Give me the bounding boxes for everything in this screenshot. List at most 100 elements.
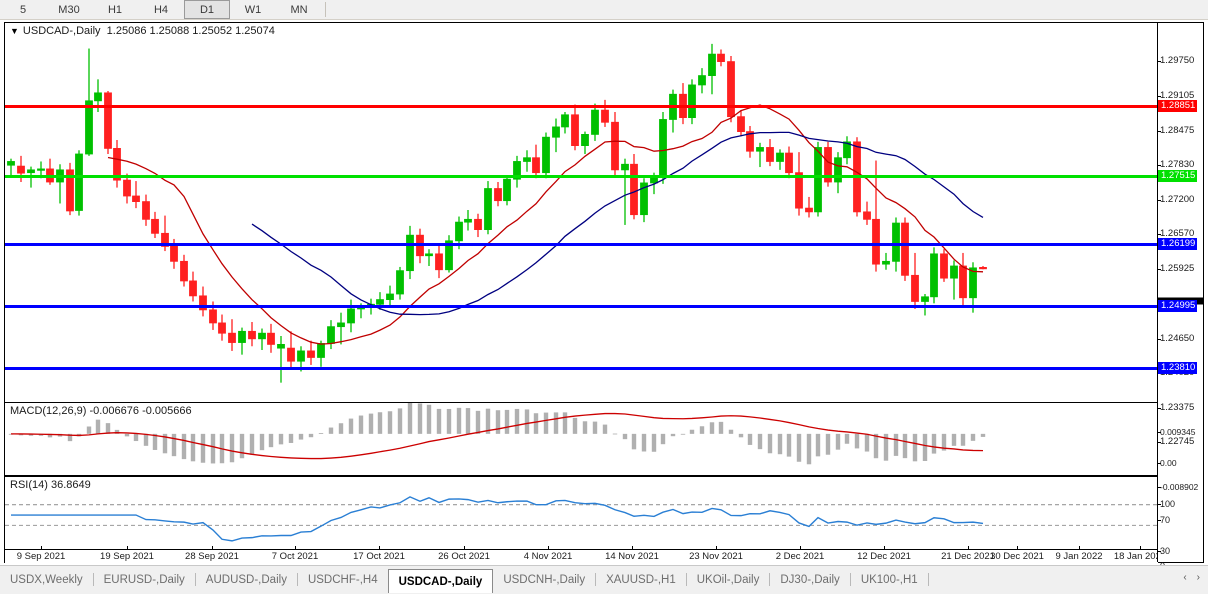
- time-tick: [884, 546, 885, 550]
- time-axis-label: 26 Oct 2021: [438, 551, 490, 562]
- candle: [123, 173, 131, 204]
- tab-scroll-controls: ‹ ›: [1175, 572, 1208, 583]
- candle: [494, 182, 502, 207]
- timeframe-button-h1[interactable]: H1: [107, 3, 123, 16]
- time-tick: [127, 546, 128, 550]
- timeframe-button-mn[interactable]: MN: [290, 3, 308, 16]
- chart-tab-xauusd-h1[interactable]: XAUUSD-,H1: [606, 573, 676, 586]
- candle: [85, 48, 93, 156]
- macd-histogram-bar: [902, 433, 908, 459]
- macd-pane[interactable]: MACD(12,26,9) -0.006676 -0.005666: [5, 402, 1158, 476]
- macd-histogram-bar: [229, 433, 235, 463]
- candle: [698, 68, 706, 94]
- chart-tab-audusd-daily[interactable]: AUDUSD-,Daily: [205, 573, 287, 586]
- time-axis-label: 12 Dec 2021: [857, 551, 911, 562]
- chart-tab-usdcad-daily[interactable]: USDCAD-,Daily: [387, 569, 494, 593]
- candle: [679, 83, 687, 125]
- time-axis-label: 2 Dec 2021: [775, 551, 825, 562]
- toolbar-divider: [325, 2, 326, 17]
- candle: [717, 49, 725, 67]
- macd-histogram-bar: [844, 433, 850, 444]
- candle: [959, 252, 967, 306]
- candle: [66, 162, 74, 216]
- macd-histogram-bar: [922, 433, 928, 462]
- macd-histogram-bar: [86, 426, 92, 434]
- price-tick-label: 1.23375: [1157, 402, 1195, 413]
- time-tick: [295, 546, 296, 550]
- time-axis-label: 9 Sep 2021: [16, 551, 66, 562]
- macd-histogram-bar: [728, 429, 734, 434]
- level-price-badge[interactable]: 1.23810: [1158, 362, 1198, 374]
- time-axis-label: 4 Nov 2021: [523, 551, 573, 562]
- chart-symbol-header: ▼ USDCAD-,Daily 1.25086 1.25088 1.25052 1…: [10, 25, 275, 37]
- candle: [132, 181, 140, 209]
- macd-histogram-bar: [407, 403, 413, 434]
- level-line-support-blue-2[interactable]: [5, 305, 1158, 308]
- chevron-down-icon[interactable]: ▼: [10, 26, 19, 36]
- macd-histogram-bar: [718, 421, 724, 434]
- macd-signal-line: [10, 412, 984, 460]
- macd-histogram-bar: [796, 433, 802, 462]
- level-line-support-blue-1[interactable]: [5, 243, 1158, 246]
- chart-tab-usdx-weekly[interactable]: USDX,Weekly: [10, 573, 83, 586]
- timeframe-button-m30[interactable]: M30: [58, 3, 80, 16]
- level-price-badge[interactable]: 1.28851: [1158, 100, 1198, 112]
- chart-tab-eurusd-daily[interactable]: EURUSD-,Daily: [103, 573, 185, 586]
- macd-histogram-bar: [47, 433, 53, 438]
- macd-histogram-bar: [592, 421, 598, 434]
- macd-canvas: [8, 403, 986, 465]
- macd-histogram-bar: [358, 415, 364, 434]
- candle: [795, 152, 803, 216]
- timeframe-button-w1[interactable]: W1: [244, 3, 262, 16]
- time-axis-label: 30 Dec 2021: [990, 551, 1044, 562]
- macd-histogram-bar: [377, 412, 383, 434]
- candle: [843, 136, 851, 165]
- macd-histogram-bar: [970, 433, 976, 441]
- macd-histogram-bar: [417, 403, 423, 434]
- candle: [630, 154, 638, 220]
- macd-histogram-bar: [318, 433, 324, 434]
- candle: [104, 91, 112, 154]
- scroll-left-icon[interactable]: ‹: [1183, 572, 1187, 583]
- level-line-resistance-red[interactable]: [5, 105, 1158, 108]
- candle: [56, 164, 64, 204]
- chart-tab-uk100-h1[interactable]: UK100-,H1: [860, 573, 918, 586]
- macd-histogram-bar: [210, 433, 216, 464]
- chart-tab-usdcnh-daily[interactable]: USDCNH-,Daily: [503, 573, 586, 586]
- time-axis-label: 14 Nov 2021: [605, 551, 659, 562]
- level-price-badge[interactable]: 1.24995: [1158, 300, 1198, 312]
- timeframe-button-d1[interactable]: D1: [184, 0, 230, 19]
- rsi-canvas: [5, 496, 1158, 542]
- macd-histogram-bar: [495, 410, 501, 434]
- chart-tab-dj30-daily[interactable]: DJ30-,Daily: [780, 573, 840, 586]
- macd-histogram-bar: [181, 433, 187, 460]
- candle: [532, 144, 540, 179]
- candle: [474, 213, 482, 238]
- chart-tab-ukoil-daily[interactable]: UKOil-,Daily: [696, 573, 760, 586]
- candle: [688, 79, 696, 125]
- rsi-pane[interactable]: RSI(14) 36.8649: [5, 476, 1158, 549]
- macd-scale-label: 0.009345: [1157, 427, 1196, 437]
- candle: [513, 155, 521, 188]
- timeframe-button-5[interactable]: 5: [19, 3, 27, 16]
- macd-histogram-bar: [485, 408, 491, 434]
- tab-divider: [849, 573, 851, 586]
- candle: [921, 294, 929, 316]
- level-line-pivot-green[interactable]: [5, 175, 1158, 178]
- timeframe-button-h4[interactable]: H4: [153, 3, 169, 16]
- macd-histogram-bar: [436, 408, 442, 434]
- price-scale[interactable]: 1.29750 1.29105 1.28475 1.27830 1.27200 1.265…: [1157, 23, 1204, 571]
- macd-histogram-bar: [124, 433, 130, 437]
- level-price-badge[interactable]: 1.26199: [1158, 238, 1198, 250]
- price-tick-label: 1.29105: [1157, 90, 1195, 101]
- time-axis[interactable]: 9 Sep 2021 19 Sep 2021 28 Sep 2021 7 Oct 20…: [5, 546, 1166, 564]
- macd-histogram-bar: [288, 433, 294, 443]
- time-tick: [379, 546, 380, 550]
- level-price-badge[interactable]: 1.27515: [1158, 170, 1198, 182]
- price-pane[interactable]: ▼ USDCAD-,Daily 1.25086 1.25088 1.25052 1…: [5, 23, 1158, 400]
- level-line-support-blue-3[interactable]: [5, 367, 1158, 370]
- scroll-right-icon[interactable]: ›: [1196, 572, 1200, 583]
- chart-tab-usdchf-h4[interactable]: USDCHF-,H4: [307, 573, 378, 586]
- candle: [621, 158, 629, 225]
- macd-histogram-bar: [631, 433, 637, 450]
